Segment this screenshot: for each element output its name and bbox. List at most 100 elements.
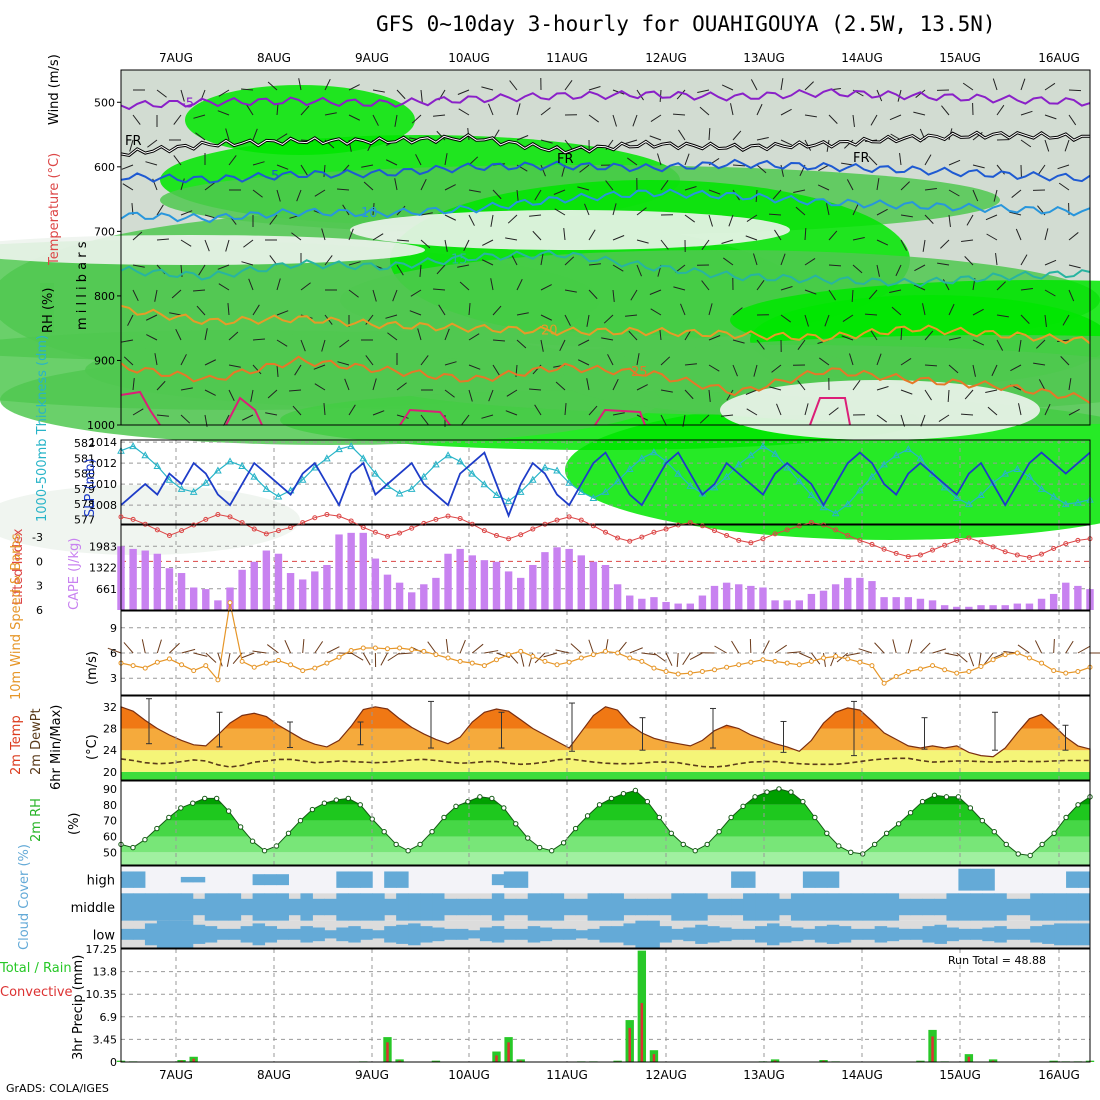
cloud-middle-bar	[659, 898, 672, 916]
wind-speed-point	[699, 668, 705, 674]
cape-bar	[662, 601, 670, 610]
cape-bar	[153, 553, 162, 610]
lifted-point	[445, 513, 451, 519]
surface-barb	[858, 648, 873, 654]
wind-speed-point	[469, 660, 475, 666]
cloud-high-bar	[491, 874, 505, 886]
wind-barb	[841, 162, 854, 166]
cape-tick-label: 661	[96, 583, 117, 596]
lifted-point	[566, 514, 572, 520]
rh-point	[202, 795, 208, 802]
cape-bar	[359, 532, 367, 610]
cloud-low-bar	[264, 926, 278, 943]
thickness-point	[880, 460, 888, 468]
wind-barb	[972, 189, 979, 202]
wind-barb	[938, 414, 950, 422]
wind-barb	[534, 404, 542, 416]
wind-barb	[169, 312, 182, 316]
wind-barb	[588, 405, 598, 416]
wind-speed-point	[1039, 660, 1045, 666]
wind-speed-point	[1014, 650, 1020, 656]
wind-barb	[372, 203, 375, 216]
wind-barb	[505, 410, 518, 416]
rh-point	[214, 795, 220, 802]
surface-barb	[1034, 640, 1042, 654]
wind-barb	[492, 305, 502, 316]
rh-point	[285, 830, 292, 837]
credit-text: GrADS: COLA/IGES	[6, 1082, 109, 1095]
cloud-low-bar	[396, 924, 409, 944]
upper-air-frame	[120, 69, 1091, 426]
wind-barb	[534, 189, 542, 201]
rh-point	[812, 814, 818, 821]
wind-barb	[650, 114, 662, 122]
cloud-middle-bar	[1006, 898, 1019, 916]
rh-point	[907, 809, 914, 816]
cloud-low-bar	[743, 928, 756, 940]
rh-point	[309, 806, 316, 813]
wind-barb	[217, 264, 230, 270]
cloud-low-bar	[132, 928, 146, 940]
surface-barb	[459, 639, 466, 654]
cloud-low-bar	[551, 928, 565, 940]
wind-speed-point	[493, 657, 499, 663]
wind-barb	[920, 414, 926, 427]
lifted-point	[869, 541, 875, 547]
wind-barb	[579, 164, 590, 173]
lifted-point	[1002, 549, 1008, 555]
surface-barb	[629, 647, 643, 654]
rh-point	[369, 816, 375, 822]
temp-tick-label: 28	[103, 723, 117, 736]
wind-barb	[419, 264, 422, 277]
cape-bar	[311, 571, 319, 610]
wind10m-label: 10m Wind Speed & Barbs	[9, 533, 24, 700]
wind-barb	[753, 253, 758, 266]
wind-barb	[605, 180, 614, 191]
thickness-point	[807, 490, 816, 498]
lifted-point	[312, 515, 318, 521]
cloud-middle-bar	[922, 898, 935, 916]
cloud-low-bar	[982, 927, 995, 942]
thickness-point	[625, 464, 634, 473]
slp-tick-label: 1012	[89, 457, 117, 470]
slp-tick-label: 1014	[89, 436, 117, 449]
wind-barb	[563, 228, 566, 241]
wind-barb	[900, 358, 912, 366]
lifted-point	[457, 516, 463, 522]
thickness-point	[965, 500, 973, 508]
cape-bar	[1062, 582, 1070, 610]
cloud-high-bar	[970, 868, 983, 891]
wind-barb	[948, 189, 960, 197]
wind-barb	[632, 114, 638, 127]
rh-point	[154, 825, 160, 832]
wind-speed-point	[227, 600, 233, 606]
cape-bar	[807, 593, 816, 610]
wind-barb	[129, 139, 134, 152]
wind-barb	[732, 339, 745, 344]
wind-barb	[842, 314, 854, 322]
cloud-low-bar	[719, 927, 732, 942]
wind-barb	[628, 330, 638, 341]
thickness-tick-label: 577	[74, 513, 95, 526]
isotherm-label: 20	[541, 324, 558, 339]
wind-barb	[241, 261, 254, 266]
rh-point	[142, 836, 148, 843]
isotherm-line	[120, 158, 1091, 184]
wind-barb	[708, 189, 721, 195]
cloud-low-bar	[563, 928, 577, 940]
wind-barb	[889, 289, 902, 293]
rh-point	[237, 824, 244, 830]
wind-barb	[1020, 139, 1032, 148]
cloud-low-bar	[802, 928, 816, 940]
wind-barb	[225, 239, 230, 252]
wind-barb	[972, 364, 976, 377]
rh-point	[537, 844, 543, 851]
thickness-point	[480, 480, 489, 488]
wind-barb	[780, 164, 784, 177]
wind-barb	[818, 164, 830, 172]
cloud-high-bar	[276, 874, 289, 886]
cloud-middle-bar	[850, 893, 864, 921]
wind-barb	[444, 361, 457, 366]
cloud-high-bar	[252, 874, 266, 886]
cloud-layer-label: low	[93, 928, 116, 943]
